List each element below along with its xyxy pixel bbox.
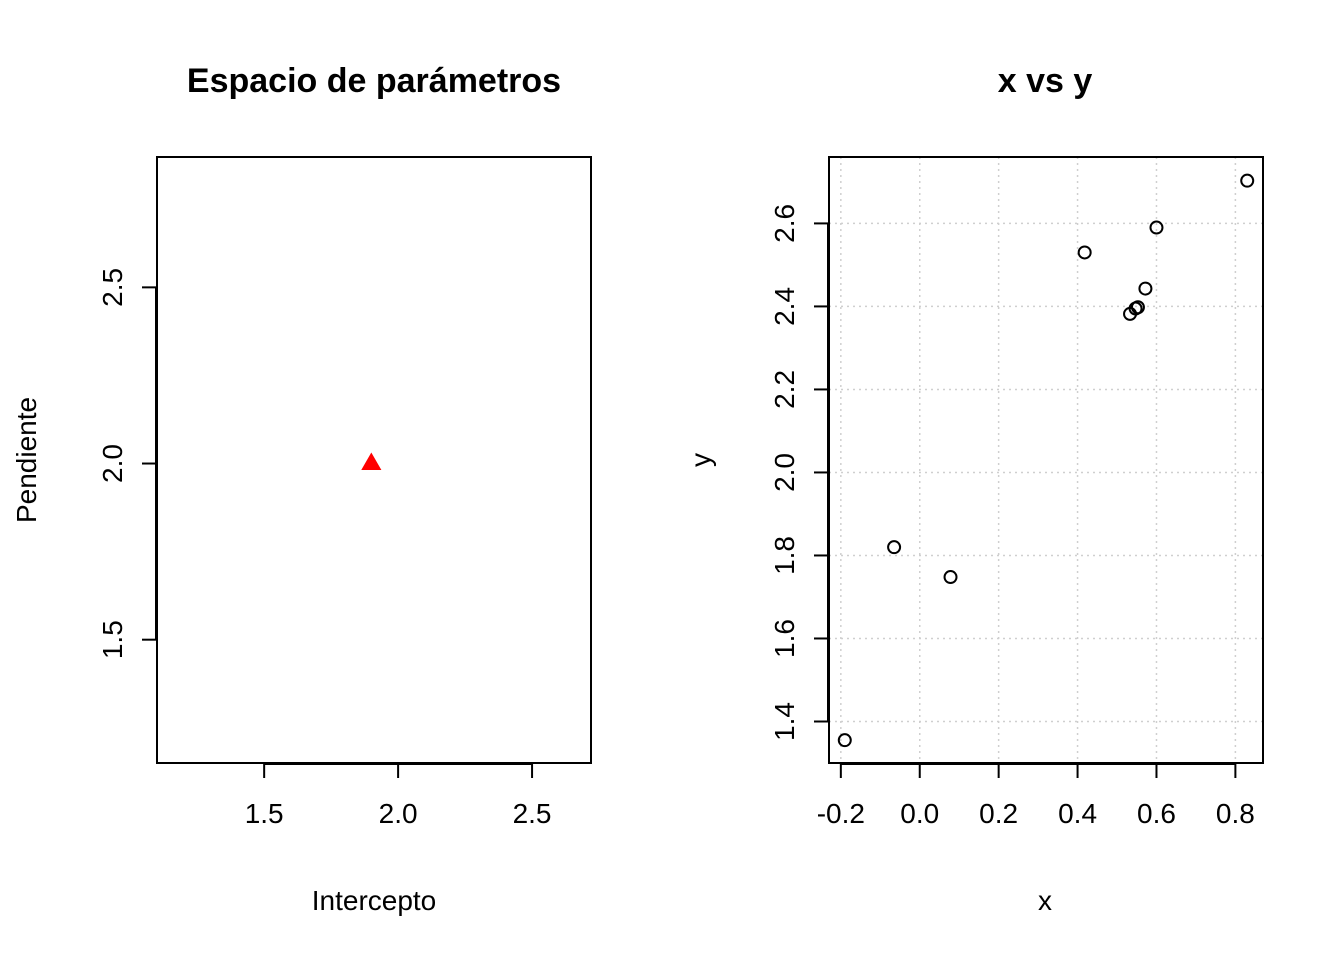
panel-parameter-space: Espacio de parámetros 1.5 2.0 2.5 1.5 2.0 2.… [11,62,592,916]
y-tick-label: 2.5 [97,268,128,307]
data-point [887,540,902,555]
panel2-grid [829,157,1263,763]
y-tick-label: 2.0 [97,444,128,483]
y-tick-label: 2.4 [769,287,800,326]
panel1-points [361,452,382,471]
x-tick-label: 2.0 [379,798,418,829]
panel2-points [837,173,1255,748]
y-tick-label: 1.4 [769,702,800,741]
panel1-y-axis: 1.5 2.0 2.5 [97,268,157,659]
data-point [1130,300,1145,315]
panel1-title: Espacio de parámetros [187,62,561,100]
y-tick-label: 1.8 [769,536,800,575]
panel1-x-axis-label: Intercepto [312,885,437,916]
y-tick-label: 1.6 [769,619,800,658]
panel2-title: x vs y [998,62,1093,100]
data-point [1149,220,1164,235]
panel1-y-axis-label: Pendiente [11,397,42,523]
y-tick-label: 2.2 [769,370,800,409]
data-point [1077,245,1092,260]
panel2-x-axis-label: x [1038,885,1052,916]
data-point [837,733,852,748]
x-tick-label: 1.5 [245,798,284,829]
x-tick-label: 0.2 [979,798,1018,829]
x-tick-label: 0.6 [1137,798,1176,829]
x-tick-label: 0.0 [900,798,939,829]
panel2-x-axis: -0.2 0.0 0.2 0.4 0.6 0.8 [817,763,1255,829]
panel1-x-axis: 1.5 2.0 2.5 [245,763,552,829]
y-tick-label: 2.6 [769,204,800,243]
data-point [1240,173,1255,188]
x-tick-label: -0.2 [817,798,865,829]
panel2-plot-frame [828,156,1264,764]
x-tick-label: 2.5 [513,798,552,829]
data-point [1138,281,1153,296]
panel-x-vs-y: x vs y -0.2 0.0 0.2 0.4 0.6 0.8 1.4 1.6 1.8 2.0 2… [685,62,1264,916]
x-tick-label: 0.4 [1058,798,1097,829]
data-point-triangle [361,452,382,471]
data-point [943,570,958,585]
panel2-y-axis-label: y [685,453,716,467]
x-tick-label: 0.8 [1216,798,1255,829]
y-tick-label: 2.0 [769,453,800,492]
panel2-y-axis: 1.4 1.6 1.8 2.0 2.2 2.4 2.6 [769,204,829,741]
y-tick-label: 1.5 [97,620,128,659]
